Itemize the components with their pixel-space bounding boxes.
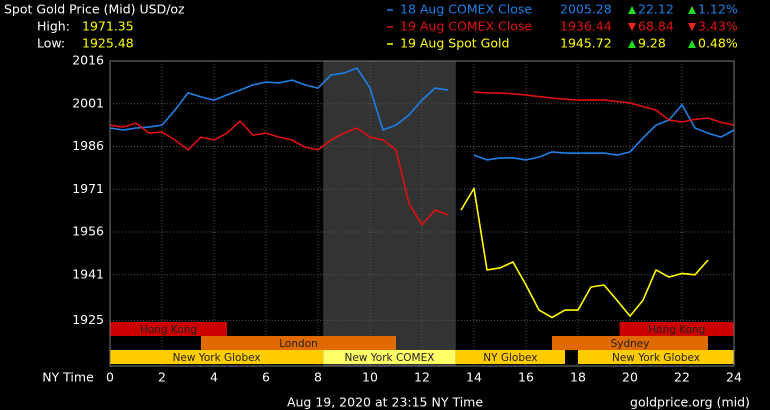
session-bar bbox=[110, 322, 227, 336]
session-bar bbox=[578, 350, 734, 364]
y-tick-label: 2001 bbox=[72, 95, 104, 110]
x-tick-label: 10 bbox=[362, 370, 378, 385]
session-label: Hong Kong bbox=[140, 324, 197, 336]
legend-close: 1945.72 bbox=[560, 36, 612, 51]
x-axis-label: NY Time bbox=[42, 370, 94, 385]
low-value: 1925.48 bbox=[82, 36, 134, 51]
low-label: Low: bbox=[37, 36, 65, 51]
session-label: NY Globex bbox=[483, 352, 537, 364]
source: goldprice.org (mid) bbox=[630, 395, 750, 410]
y-tick-label: 1925 bbox=[72, 312, 104, 327]
legend-change-pct: 1.12% bbox=[698, 2, 738, 17]
legend-label: 19 Aug Spot Gold bbox=[400, 36, 509, 51]
x-tick-label: 12 bbox=[414, 370, 430, 385]
session-bar bbox=[619, 322, 734, 336]
session-label: New York Globex bbox=[173, 352, 261, 364]
legend-label: 18 Aug COMEX Close bbox=[400, 2, 532, 17]
high-value: 1971.35 bbox=[82, 19, 134, 34]
change-arrow bbox=[628, 6, 636, 14]
legend-change-pct: 3.43% bbox=[698, 19, 738, 34]
footer: Aug 19, 2020 at 23:15 NY Time bbox=[287, 395, 483, 410]
session-bar bbox=[110, 350, 324, 364]
change-arrow bbox=[628, 40, 636, 48]
change-pct-arrow bbox=[688, 23, 696, 31]
legend-change: 9.28 bbox=[638, 36, 666, 51]
change-pct-arrow bbox=[688, 40, 696, 48]
change-arrow bbox=[628, 23, 636, 31]
legend-change: 22.12 bbox=[638, 2, 674, 17]
series-line bbox=[109, 91, 735, 226]
x-tick-label: 18 bbox=[570, 370, 586, 385]
y-tick-label: 1956 bbox=[72, 224, 104, 239]
legend-close: 2005.28 bbox=[560, 2, 612, 17]
session-label: New York Globex bbox=[612, 352, 700, 364]
legend-close: 1936.44 bbox=[560, 19, 612, 34]
x-tick-label: 8 bbox=[314, 370, 322, 385]
series-line bbox=[460, 187, 709, 319]
x-tick-label: 4 bbox=[210, 370, 218, 385]
session-label: London bbox=[279, 338, 318, 350]
y-tick-label: 2016 bbox=[72, 53, 104, 68]
high-label: High: bbox=[37, 19, 70, 34]
legend-change: 68.84 bbox=[638, 19, 674, 34]
y-tick-label: 1941 bbox=[72, 266, 104, 281]
plot-frame bbox=[109, 60, 735, 367]
session-bar bbox=[552, 336, 708, 350]
x-tick-label: 0 bbox=[106, 370, 114, 385]
session-label: Hong Kong bbox=[648, 324, 705, 336]
session-label: New York COMEX bbox=[345, 352, 435, 364]
x-tick-label: 20 bbox=[622, 370, 638, 385]
session-bar bbox=[323, 350, 456, 364]
session-bar bbox=[455, 350, 565, 364]
y-tick-label: 1971 bbox=[72, 181, 104, 196]
x-tick-label: 14 bbox=[466, 370, 482, 385]
y-tick-label: 1986 bbox=[72, 138, 104, 153]
x-tick-label: 24 bbox=[726, 370, 742, 385]
change-pct-arrow bbox=[688, 6, 696, 14]
x-tick-label: 16 bbox=[518, 370, 534, 385]
session-bar bbox=[201, 336, 396, 350]
legend-label: 19 Aug COMEX Close bbox=[400, 19, 532, 34]
x-tick-label: 22 bbox=[674, 370, 690, 385]
legend-change-pct: 0.48% bbox=[698, 36, 738, 51]
shaded-span bbox=[323, 61, 456, 366]
session-label: Sydney bbox=[611, 338, 650, 350]
x-tick-label: 6 bbox=[262, 370, 270, 385]
chart-title: Spot Gold Price (Mid) USD/oz bbox=[4, 2, 185, 17]
x-tick-label: 2 bbox=[158, 370, 166, 385]
